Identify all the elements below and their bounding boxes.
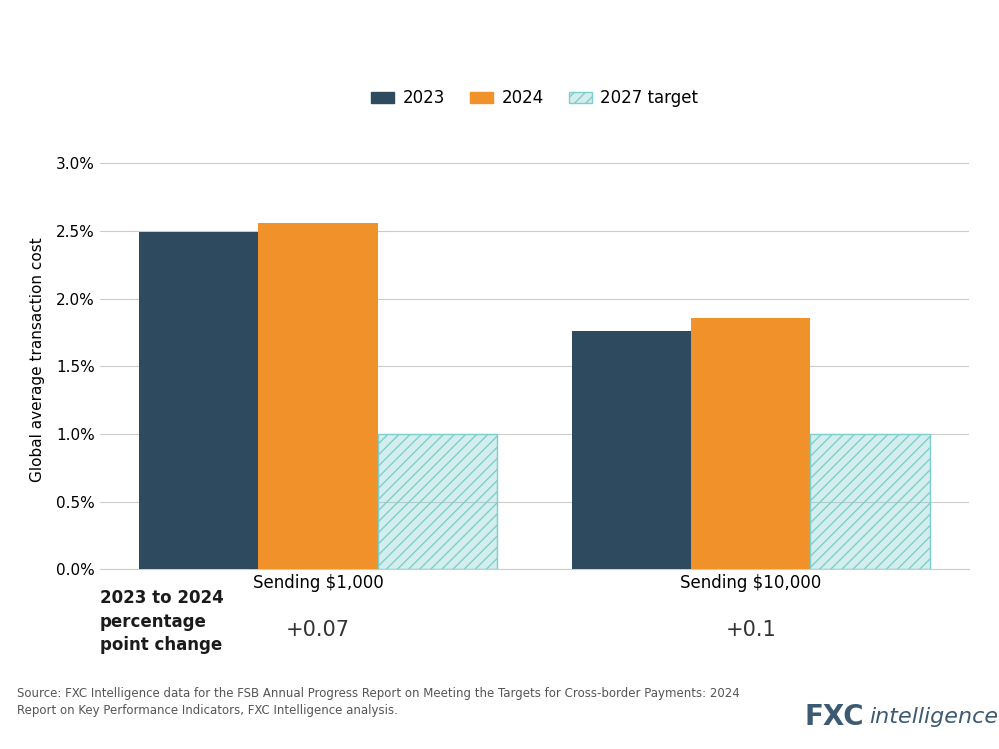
Bar (259, 223, 378, 569)
Y-axis label: Global average transaction cost: Global average transaction cost (30, 237, 45, 482)
Text: +0.07: +0.07 (286, 619, 350, 640)
Bar (378, 434, 497, 569)
Bar (810, 434, 929, 569)
Bar (691, 318, 810, 569)
Legend: 2023, 2024, 2027 target: 2023, 2024, 2027 target (364, 82, 705, 114)
Bar (572, 331, 691, 569)
Text: FXC: FXC (805, 703, 864, 731)
Bar (140, 232, 259, 569)
Text: intelligence: intelligence (869, 707, 999, 727)
Text: Global average transaction costs for P2P payments by send amount: Global average transaction costs for P2P… (13, 87, 677, 106)
Text: 2023 to 2024
percentage
point change: 2023 to 2024 percentage point change (100, 589, 224, 655)
Text: +0.1: +0.1 (725, 619, 776, 640)
Text: Source: FXC Intelligence data for the FSB Annual Progress Report on Meeting the : Source: FXC Intelligence data for the FS… (17, 687, 740, 717)
Text: Cross-border P2P payment costs slightly increased in 2024: Cross-border P2P payment costs slightly … (13, 22, 999, 52)
